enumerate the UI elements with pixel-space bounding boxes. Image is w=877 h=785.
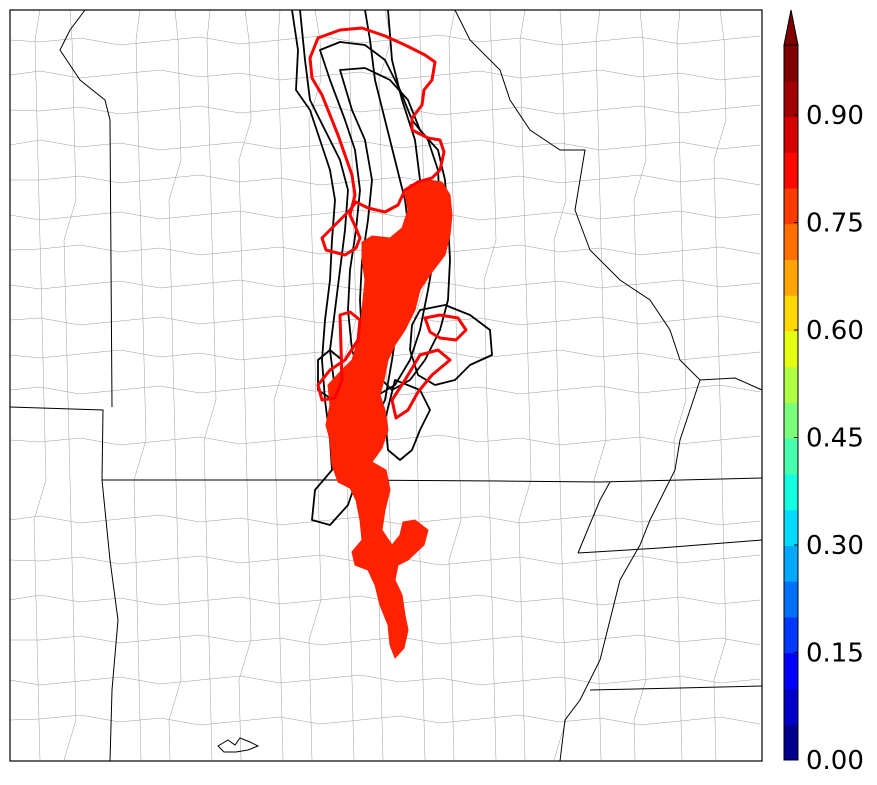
colorbar-band: [784, 545, 798, 582]
colorbar-band: [784, 223, 798, 260]
red-contour-north: [308, 26, 446, 257]
colorbar-band: [784, 152, 798, 189]
state-border-south: [102, 477, 763, 483]
colorbar-band: [784, 80, 798, 117]
rivers: [454, 9, 763, 762]
colorbar-band: [784, 438, 798, 475]
colorbar-tick-label: 0.90: [806, 101, 864, 131]
state-boundaries: [9, 9, 763, 762]
colorbar-band: [784, 259, 798, 296]
colorbar-tick-label: 0.15: [806, 639, 864, 669]
colorbar-bands: [784, 45, 798, 761]
swath-fill: [325, 179, 453, 659]
river-lower: [559, 379, 701, 762]
colorbar-band: [784, 45, 798, 82]
colorbar-extend-arrow: [783, 9, 799, 46]
map-frame: [9, 9, 763, 762]
colorbar: 0.00 0.15 0.30 0.45 0.60 0.75 0.90: [783, 9, 864, 776]
map-background: [10, 10, 762, 761]
colorbar-band: [784, 402, 798, 439]
red-contour-east: [423, 313, 468, 342]
state-border-southeast: [577, 539, 763, 554]
river-upper: [454, 9, 763, 391]
colorbar-tick-label: 0.00: [806, 746, 864, 776]
red-contour-mid: [316, 310, 362, 402]
colorbar-ticks: 0.00 0.15 0.30 0.45 0.60 0.75 0.90: [794, 101, 864, 776]
track-contour-4: [339, 67, 451, 391]
colorbar-band: [784, 581, 798, 618]
state-border-lower: [589, 685, 763, 691]
colorbar-band: [784, 652, 798, 689]
colorbar-band: [784, 295, 798, 332]
red-contour-south: [390, 348, 452, 420]
colorbar-tick-label: 0.75: [806, 209, 864, 239]
colorbar-band: [784, 366, 798, 403]
state-border-northwest: [59, 9, 113, 408]
colorbar-band: [784, 724, 798, 761]
lake-outline: [217, 737, 260, 753]
track-contour-5: [409, 304, 493, 386]
colorbar-tick-label: 0.45: [806, 424, 864, 454]
river-mid: [577, 481, 611, 554]
colorbar-band: [784, 688, 798, 725]
probability-contours: [308, 26, 468, 420]
colorbar-band: [784, 617, 798, 654]
colorbar-band: [784, 331, 798, 368]
colorbar-band: [784, 188, 798, 225]
colorbar-band: [784, 116, 798, 153]
colorbar-tick-label: 0.60: [806, 316, 864, 346]
probability-swath: [325, 179, 453, 659]
colorbar-band: [784, 474, 798, 511]
colorbar-tick-label: 0.30: [806, 531, 864, 561]
state-border-west: [9, 406, 119, 762]
track-contour-1: [291, 9, 411, 526]
colorbar-band: [784, 509, 798, 546]
colorbar-frame: [783, 44, 799, 761]
